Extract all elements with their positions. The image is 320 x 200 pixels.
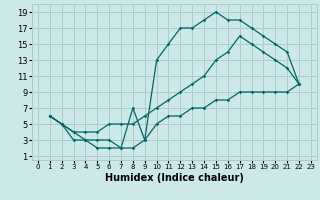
X-axis label: Humidex (Indice chaleur): Humidex (Indice chaleur) [105,173,244,183]
